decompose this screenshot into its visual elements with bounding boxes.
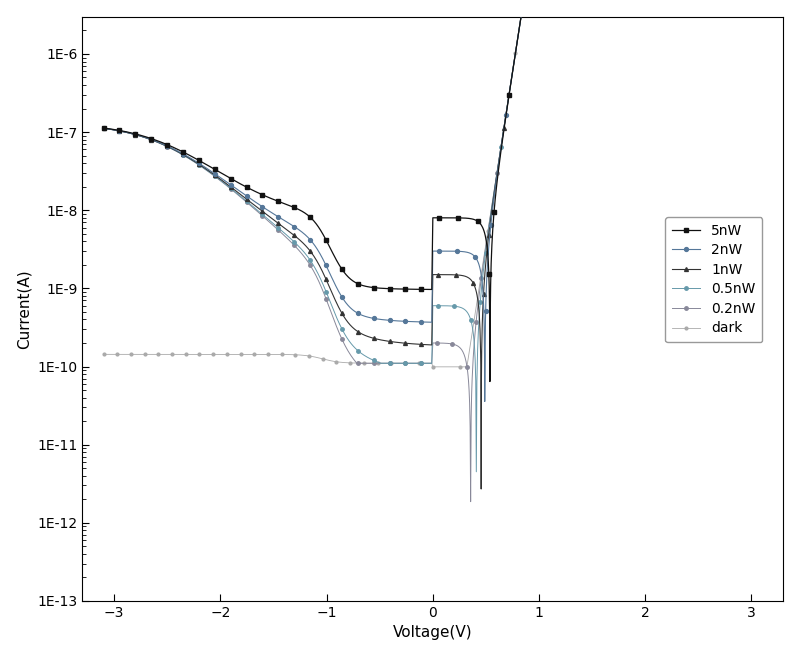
- 0.2nW: [497, 139, 506, 147]
- 0.2nW: [98, 124, 108, 132]
- 0.5nW: [292, 240, 302, 248]
- Line: 1nW: 1nW: [102, 0, 764, 491]
- 0.5nW: [471, 468, 481, 476]
- Line: 2nW: 2nW: [102, 0, 764, 403]
- 5nW: [445, 214, 454, 222]
- 2nW: [444, 247, 454, 255]
- 2nW: [98, 124, 108, 132]
- 1nW: [105, 125, 114, 133]
- 0.2nW: [105, 125, 114, 133]
- 5nW: [405, 285, 414, 293]
- Legend: 5nW, 2nW, 1nW, 0.5nW, 0.2nW, dark: 5nW, 2nW, 1nW, 0.5nW, 0.2nW, dark: [666, 217, 762, 342]
- 0.2nW: [363, 359, 373, 367]
- 5nW: [105, 125, 114, 133]
- 0.5nW: [105, 125, 114, 133]
- dark: [309, 353, 318, 361]
- dark: [153, 350, 162, 358]
- Y-axis label: Current(A): Current(A): [17, 269, 32, 349]
- 5nW: [292, 205, 302, 213]
- 5nW: [363, 283, 373, 290]
- 5nW: [485, 378, 494, 386]
- Line: 5nW: 5nW: [102, 0, 764, 384]
- dark: [98, 350, 108, 358]
- 0.2nW: [405, 359, 414, 367]
- Line: 0.2nW: 0.2nW: [102, 0, 764, 503]
- 0.5nW: [363, 353, 373, 361]
- Line: 0.5nW: 0.5nW: [102, 0, 764, 474]
- 2nW: [292, 225, 302, 233]
- 1nW: [98, 124, 108, 132]
- 1nW: [504, 94, 514, 102]
- 2nW: [405, 317, 414, 325]
- 0.5nW: [442, 302, 452, 309]
- dark: [428, 363, 438, 371]
- X-axis label: Voltage(V): Voltage(V): [393, 625, 473, 641]
- 0.2nW: [466, 498, 475, 506]
- 1nW: [363, 332, 373, 340]
- Line: dark: dark: [102, 0, 763, 368]
- 2nW: [105, 125, 114, 133]
- 0.2nW: [292, 244, 302, 252]
- 2nW: [480, 397, 490, 405]
- dark: [227, 350, 237, 358]
- 5nW: [509, 62, 518, 70]
- 2nW: [506, 81, 515, 89]
- 1nW: [443, 271, 453, 279]
- 1nW: [476, 485, 486, 493]
- 1nW: [405, 340, 414, 348]
- 0.5nW: [501, 114, 510, 122]
- 2nW: [363, 313, 373, 321]
- dark: [514, 28, 523, 35]
- 0.2nW: [441, 339, 450, 347]
- dark: [473, 291, 482, 299]
- 5nW: [98, 124, 108, 132]
- 0.5nW: [98, 124, 108, 132]
- 0.5nW: [405, 359, 414, 367]
- 1nW: [292, 234, 302, 242]
